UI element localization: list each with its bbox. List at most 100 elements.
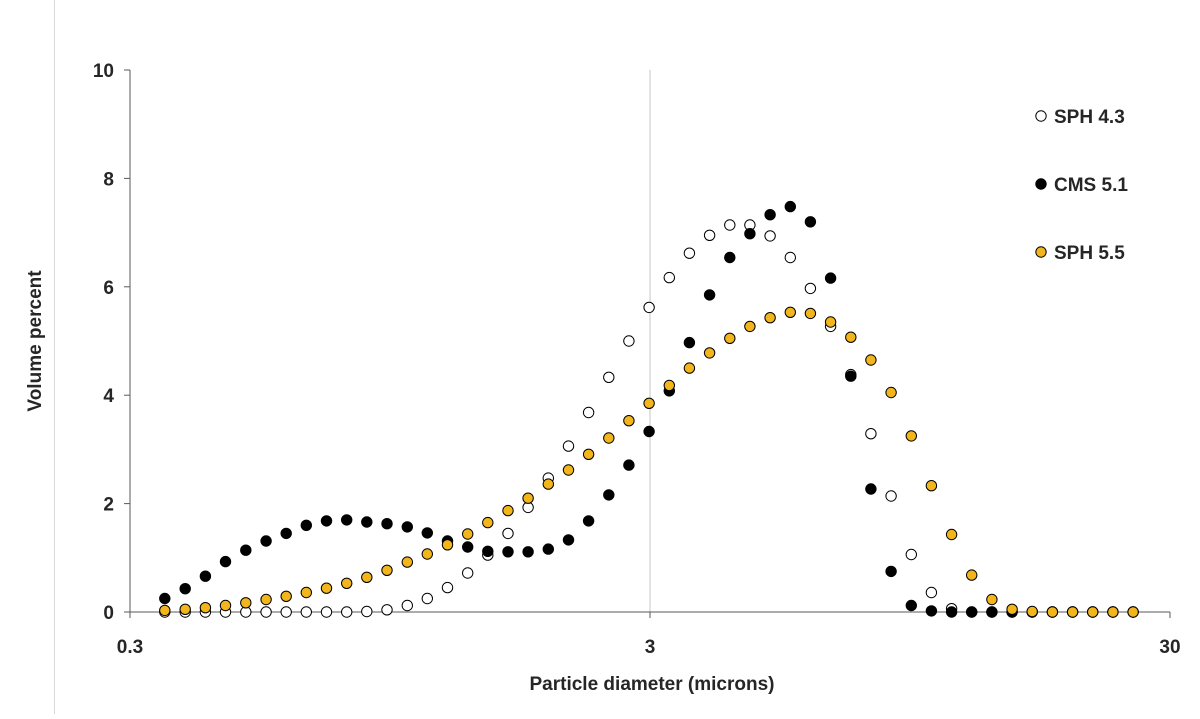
data-point [724,251,736,264]
data-point [159,604,171,617]
data-point [421,548,433,560]
data-point [703,229,716,242]
data-point [462,528,474,540]
data-point [643,425,655,438]
data-point [562,440,575,452]
data-point [784,251,796,264]
data-point [240,544,252,556]
data-point [1006,603,1018,615]
data-point [764,209,776,221]
data-point [280,590,292,602]
data-point [865,354,877,366]
data-point [401,556,413,568]
data-point [421,592,433,605]
data-point [502,546,514,558]
data-point [502,527,514,540]
data-point [341,577,353,589]
x-tick-label: 30 [1159,637,1180,658]
data-point [1046,606,1059,618]
data-point [482,545,494,557]
data-point [199,570,212,582]
data-point [986,593,998,606]
series-layer [159,200,1139,618]
y-tick-label: 10 [93,61,114,82]
data-point [280,527,292,540]
data-point [945,606,958,618]
data-point [522,546,534,558]
legend-label: SPH 5.5 [1054,243,1125,264]
data-point [804,282,817,295]
data-point [865,428,877,440]
data-point [764,230,776,242]
x-axis-label: Particle diameter (microns) [530,674,775,695]
y-tick-label: 4 [103,386,114,407]
data-point [683,247,696,259]
legend-label: CMS 5.1 [1054,175,1128,196]
data-point [260,535,272,547]
data-point [562,534,575,546]
data-point [1107,606,1119,618]
data-point [341,606,353,618]
data-point [300,606,312,618]
data-point [703,347,716,359]
data-point [320,606,333,618]
series-cms-5-1 [159,200,1139,618]
data-point [824,272,837,284]
data-point [320,582,333,594]
y-tick-label: 2 [103,495,114,516]
data-point [1087,606,1099,618]
data-point [845,370,857,382]
data-point [260,606,272,618]
legend-marker [1035,246,1047,258]
data-point [582,448,595,460]
legend-marker [1035,178,1047,190]
data-point [522,492,534,504]
data-point [703,289,716,301]
series-sph-4-3 [159,219,1139,618]
data-point [401,521,413,533]
data-point [966,606,978,618]
data-point [1127,606,1139,618]
data-point [300,586,312,599]
data-point [441,581,454,594]
y-tick-label: 0 [103,603,114,624]
data-point [683,336,696,349]
data-point [381,604,393,616]
data-point [280,606,292,618]
data-point [159,592,171,605]
data-point [300,519,312,531]
data-point [462,567,474,579]
data-point [381,518,393,530]
data-point [643,301,655,314]
data-point [341,514,353,526]
data-point [744,320,756,333]
data-point [320,515,333,527]
data-point [219,599,232,612]
data-point [643,397,655,409]
data-point [1026,605,1038,618]
legend-marker [1035,110,1047,122]
data-point [986,606,998,618]
data-point [582,406,595,419]
page-edge-rule [54,0,55,714]
data-point [240,597,252,609]
data-point [945,528,958,541]
data-point [804,307,817,320]
data-point [582,515,595,527]
data-point [905,599,917,612]
data-point [663,271,675,284]
data-point [623,415,635,427]
data-point [542,478,554,490]
axes: 0 2 4 6 8 10 0.3 3 30 [93,61,1181,658]
data-point [925,605,938,617]
data-point [1066,606,1079,618]
data-point [885,386,897,399]
data-point [260,593,272,606]
data-point [724,332,736,344]
y-tick-label: 8 [103,169,114,190]
y-axis-label: Volume percent [25,270,46,412]
data-point [603,489,615,501]
data-point [683,362,696,374]
legend: SPH 4.3 CMS 5.1 SPH 5.5 [1035,107,1128,264]
